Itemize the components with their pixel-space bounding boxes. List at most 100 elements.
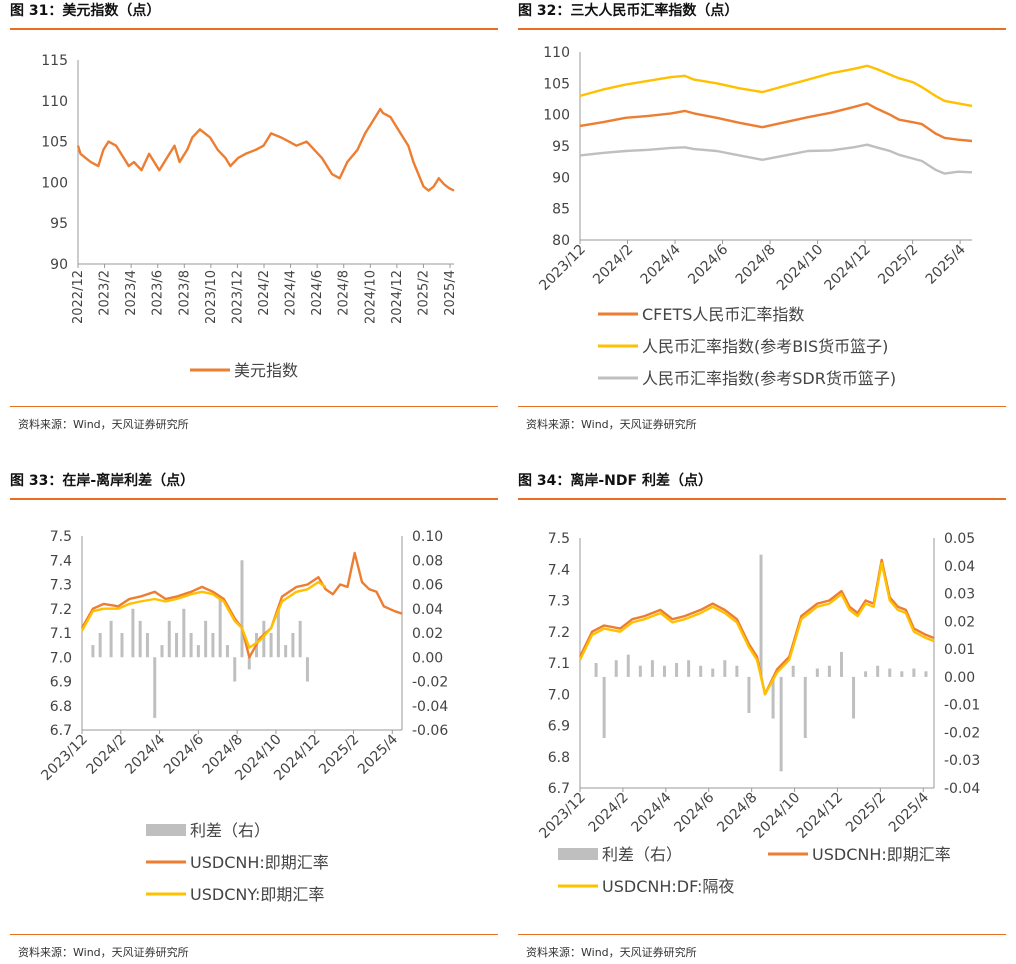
- spread-bar: [218, 596, 222, 658]
- x-tick-label: 2025/4: [923, 241, 969, 287]
- spread-bar: [175, 633, 179, 658]
- x-tick-label: 2024/12: [390, 270, 405, 324]
- y-tick-label: 7.3: [50, 578, 72, 594]
- spread-bar: [109, 620, 113, 658]
- y2-tick-label: 0.04: [412, 602, 443, 618]
- x-tick-label: 2024/12: [794, 790, 846, 842]
- y-tick-label: 7.0: [50, 650, 72, 666]
- y-tick-label: 6.9: [50, 675, 72, 691]
- spread-bar: [276, 608, 280, 658]
- spread-bar: [675, 663, 679, 677]
- spread-bar: [131, 608, 135, 658]
- spread-bar: [167, 620, 171, 658]
- legend-label: USDCNY:即期汇率: [190, 885, 324, 904]
- y-tick-label: 6.9: [548, 719, 570, 735]
- x-tick-label: 2024/10: [363, 270, 378, 324]
- y-tick-label: 6.7: [548, 781, 570, 797]
- y2-tick-label: 0.01: [944, 642, 975, 658]
- y-tick-label: 100: [543, 108, 570, 124]
- y-tick-label: 7.4: [50, 553, 72, 569]
- chart-fig31: 90 95 100 105 110 115 2022/12 2023/2 2023/4 2023/…: [41, 53, 458, 380]
- x-tick-label: 2023/4: [124, 270, 139, 316]
- x-tick-label: 2024/4: [122, 731, 168, 777]
- spread-bar: [803, 676, 807, 738]
- x-tick-label: 2024/6: [685, 241, 731, 287]
- spread-bar: [662, 665, 666, 677]
- spread-bar: [594, 663, 598, 677]
- spread-bar: [305, 657, 309, 682]
- spread-bar: [827, 665, 831, 677]
- spread-bar: [711, 668, 715, 677]
- y2-tick-label: -0.03: [944, 753, 980, 769]
- y-tick-label: 105: [41, 135, 68, 151]
- spread-bar: [699, 665, 703, 677]
- spread-bar: [614, 660, 618, 677]
- spread-bar: [233, 657, 237, 682]
- spread-bar: [298, 620, 302, 658]
- y2-tick-label: -0.02: [944, 725, 980, 741]
- y-tick-label: 6.8: [50, 699, 72, 715]
- spread-bar: [912, 668, 916, 677]
- y2-tick-label: -0.06: [412, 723, 448, 739]
- legend-swatch: [146, 824, 186, 836]
- y2-tick-label: 0.10: [412, 529, 443, 545]
- legend-label: 美元指数: [234, 361, 298, 380]
- x-tick-label: 2024/4: [638, 241, 684, 287]
- y-tick-label: 6.8: [548, 750, 570, 766]
- spread-bar: [91, 645, 95, 658]
- legend-label: 利差（右）: [190, 821, 270, 840]
- y2-tick-label: -0.04: [944, 781, 980, 797]
- spread-bar: [888, 668, 892, 677]
- spread-bar: [225, 645, 229, 658]
- x-tick-label: 2023/12: [536, 790, 588, 842]
- x-tick-label: 2024/2: [83, 732, 129, 778]
- y-tick-label: 95: [50, 216, 68, 232]
- spread-bar: [771, 676, 775, 719]
- title-rule: [10, 498, 498, 500]
- x-tick-label: 2023/8: [177, 270, 192, 316]
- x-tick-label: 2024/4: [284, 270, 299, 316]
- x-tick-label: 2023/6: [151, 270, 166, 316]
- y-tick-label: 7.1: [548, 656, 570, 672]
- series-line-0: [579, 102, 973, 143]
- legend-label: CFETS人民币汇率指数: [642, 305, 804, 324]
- source-note: 资料来源：Wind，天风证券研究所: [18, 418, 189, 431]
- spread-bar: [262, 620, 266, 658]
- spread-bar: [196, 645, 200, 658]
- chart-title: 图 34：离岸-NDF 利差（点）: [518, 473, 712, 489]
- legend-label: USDCNH:即期汇率: [190, 853, 329, 872]
- y-tick-label: 7.5: [50, 529, 72, 545]
- chart-title: 图 32：三大人民币汇率指数（点）: [518, 3, 739, 19]
- y2-tick-label: 0.06: [412, 578, 443, 594]
- panel-fig34: 图 34：离岸-NDF 利差（点） 6.7 6.8 6.9 7.0 7.1 7.2 7.3 7…: [518, 470, 1006, 964]
- chart-fig34: 6.7 6.8 6.9 7.0 7.1 7.2 7.3 7.4 7.5 -0.04 -0.03 -0.…: [536, 531, 980, 896]
- spread-bar: [687, 660, 691, 677]
- spread-bar: [779, 676, 783, 772]
- x-tick-label: 2024/6: [671, 789, 717, 835]
- legend-label: USDCNH:即期汇率: [812, 845, 951, 864]
- series-line-0: [80, 551, 403, 659]
- series-line-1: [80, 580, 327, 649]
- y-tick-label: 90: [50, 257, 68, 273]
- spread-bar: [723, 660, 727, 677]
- spread-bar: [650, 660, 654, 677]
- x-tick-label: 2023/10: [204, 270, 219, 324]
- spread-bar: [247, 657, 251, 670]
- y-tick-label: 115: [41, 53, 68, 69]
- series-line-1: [579, 64, 973, 108]
- x-tick-label: 2024/2: [257, 270, 272, 316]
- legend-swatch: [558, 848, 598, 860]
- spread-bar: [291, 633, 295, 658]
- x-tick-label: 2022/12: [71, 270, 86, 324]
- series-line-0: [578, 558, 935, 696]
- series-line-2: [579, 143, 973, 175]
- spread-bar: [182, 608, 186, 658]
- x-tick-label: 2025/2: [316, 732, 362, 778]
- spread-bar: [160, 645, 164, 658]
- y2-tick-label: 0.02: [412, 626, 443, 642]
- spread-bar: [876, 665, 880, 677]
- x-tick-label: 2023/12: [230, 270, 245, 324]
- y2-tick-label: 0.03: [944, 587, 975, 603]
- spread-bar: [759, 554, 763, 677]
